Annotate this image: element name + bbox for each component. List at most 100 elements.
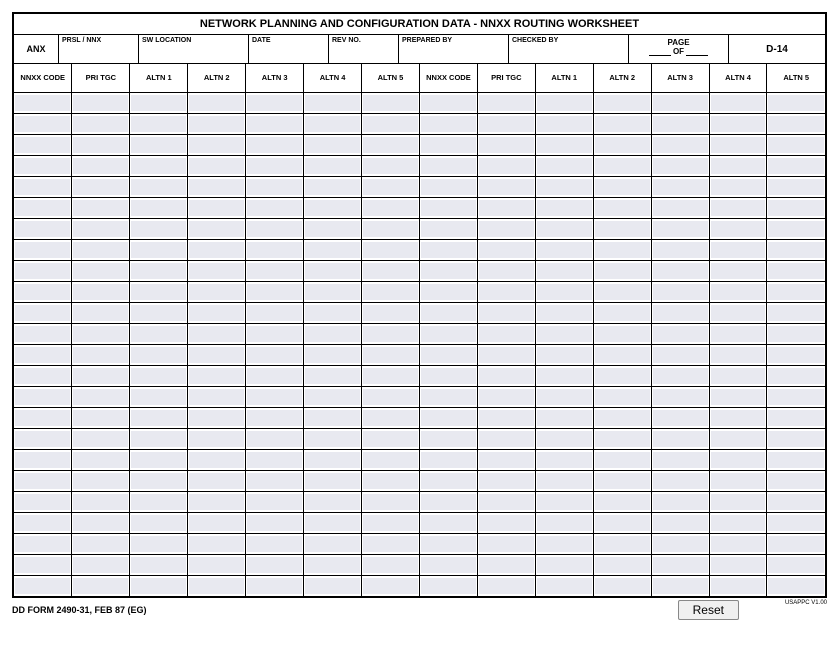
table-cell[interactable] xyxy=(651,218,709,239)
table-cell[interactable] xyxy=(477,239,535,260)
table-cell[interactable] xyxy=(419,449,477,470)
table-cell[interactable] xyxy=(72,155,130,176)
table-cell[interactable] xyxy=(304,92,362,113)
table-cell[interactable] xyxy=(535,155,593,176)
table-cell[interactable] xyxy=(477,554,535,575)
table-cell[interactable] xyxy=(130,428,188,449)
table-cell[interactable] xyxy=(709,554,767,575)
table-cell[interactable] xyxy=(188,428,246,449)
table-cell[interactable] xyxy=(246,197,304,218)
table-cell[interactable] xyxy=(477,302,535,323)
table-cell[interactable] xyxy=(14,218,72,239)
table-cell[interactable] xyxy=(72,470,130,491)
table-cell[interactable] xyxy=(130,113,188,134)
table-cell[interactable] xyxy=(246,407,304,428)
table-cell[interactable] xyxy=(14,491,72,512)
table-cell[interactable] xyxy=(14,428,72,449)
table-cell[interactable] xyxy=(593,344,651,365)
table-cell[interactable] xyxy=(304,260,362,281)
table-cell[interactable] xyxy=(651,92,709,113)
reset-button[interactable]: Reset xyxy=(678,600,739,620)
table-cell[interactable] xyxy=(362,344,420,365)
table-cell[interactable] xyxy=(188,491,246,512)
table-cell[interactable] xyxy=(477,365,535,386)
table-cell[interactable] xyxy=(593,113,651,134)
table-cell[interactable] xyxy=(72,239,130,260)
table-cell[interactable] xyxy=(130,197,188,218)
table-cell[interactable] xyxy=(14,302,72,323)
table-cell[interactable] xyxy=(304,512,362,533)
table-cell[interactable] xyxy=(130,575,188,596)
table-cell[interactable] xyxy=(72,344,130,365)
table-cell[interactable] xyxy=(535,428,593,449)
table-cell[interactable] xyxy=(362,407,420,428)
table-cell[interactable] xyxy=(593,302,651,323)
table-cell[interactable] xyxy=(593,575,651,596)
table-cell[interactable] xyxy=(767,407,825,428)
table-cell[interactable] xyxy=(767,491,825,512)
table-cell[interactable] xyxy=(304,386,362,407)
table-cell[interactable] xyxy=(72,554,130,575)
table-cell[interactable] xyxy=(419,365,477,386)
table-cell[interactable] xyxy=(188,449,246,470)
table-cell[interactable] xyxy=(188,197,246,218)
table-cell[interactable] xyxy=(419,176,477,197)
table-cell[interactable] xyxy=(72,491,130,512)
table-cell[interactable] xyxy=(535,134,593,155)
table-cell[interactable] xyxy=(419,239,477,260)
table-cell[interactable] xyxy=(651,260,709,281)
table-cell[interactable] xyxy=(651,470,709,491)
table-cell[interactable] xyxy=(14,386,72,407)
table-cell[interactable] xyxy=(14,533,72,554)
table-cell[interactable] xyxy=(130,470,188,491)
table-cell[interactable] xyxy=(72,449,130,470)
table-cell[interactable] xyxy=(651,407,709,428)
table-cell[interactable] xyxy=(130,512,188,533)
table-cell[interactable] xyxy=(709,302,767,323)
table-cell[interactable] xyxy=(535,323,593,344)
table-cell[interactable] xyxy=(362,281,420,302)
table-cell[interactable] xyxy=(535,239,593,260)
table-cell[interactable] xyxy=(362,92,420,113)
table-cell[interactable] xyxy=(304,491,362,512)
table-cell[interactable] xyxy=(767,239,825,260)
table-cell[interactable] xyxy=(767,302,825,323)
table-cell[interactable] xyxy=(651,302,709,323)
table-cell[interactable] xyxy=(130,239,188,260)
table-cell[interactable] xyxy=(14,197,72,218)
table-cell[interactable] xyxy=(304,134,362,155)
table-cell[interactable] xyxy=(130,260,188,281)
table-cell[interactable] xyxy=(188,575,246,596)
table-cell[interactable] xyxy=(419,281,477,302)
table-cell[interactable] xyxy=(188,92,246,113)
table-cell[interactable] xyxy=(246,344,304,365)
table-cell[interactable] xyxy=(535,218,593,239)
table-cell[interactable] xyxy=(304,428,362,449)
table-cell[interactable] xyxy=(130,176,188,197)
table-cell[interactable] xyxy=(477,197,535,218)
table-cell[interactable] xyxy=(130,449,188,470)
table-cell[interactable] xyxy=(362,386,420,407)
table-cell[interactable] xyxy=(304,239,362,260)
table-cell[interactable] xyxy=(72,365,130,386)
table-cell[interactable] xyxy=(130,302,188,323)
table-cell[interactable] xyxy=(362,302,420,323)
table-cell[interactable] xyxy=(709,197,767,218)
table-cell[interactable] xyxy=(130,533,188,554)
table-cell[interactable] xyxy=(419,323,477,344)
table-cell[interactable] xyxy=(535,575,593,596)
table-cell[interactable] xyxy=(188,302,246,323)
table-cell[interactable] xyxy=(709,218,767,239)
table-cell[interactable] xyxy=(419,554,477,575)
table-cell[interactable] xyxy=(593,281,651,302)
table-cell[interactable] xyxy=(535,113,593,134)
table-cell[interactable] xyxy=(593,155,651,176)
table-cell[interactable] xyxy=(188,218,246,239)
table-cell[interactable] xyxy=(246,218,304,239)
table-cell[interactable] xyxy=(130,554,188,575)
table-cell[interactable] xyxy=(419,260,477,281)
table-cell[interactable] xyxy=(246,365,304,386)
table-cell[interactable] xyxy=(767,512,825,533)
table-cell[interactable] xyxy=(419,197,477,218)
table-cell[interactable] xyxy=(477,218,535,239)
